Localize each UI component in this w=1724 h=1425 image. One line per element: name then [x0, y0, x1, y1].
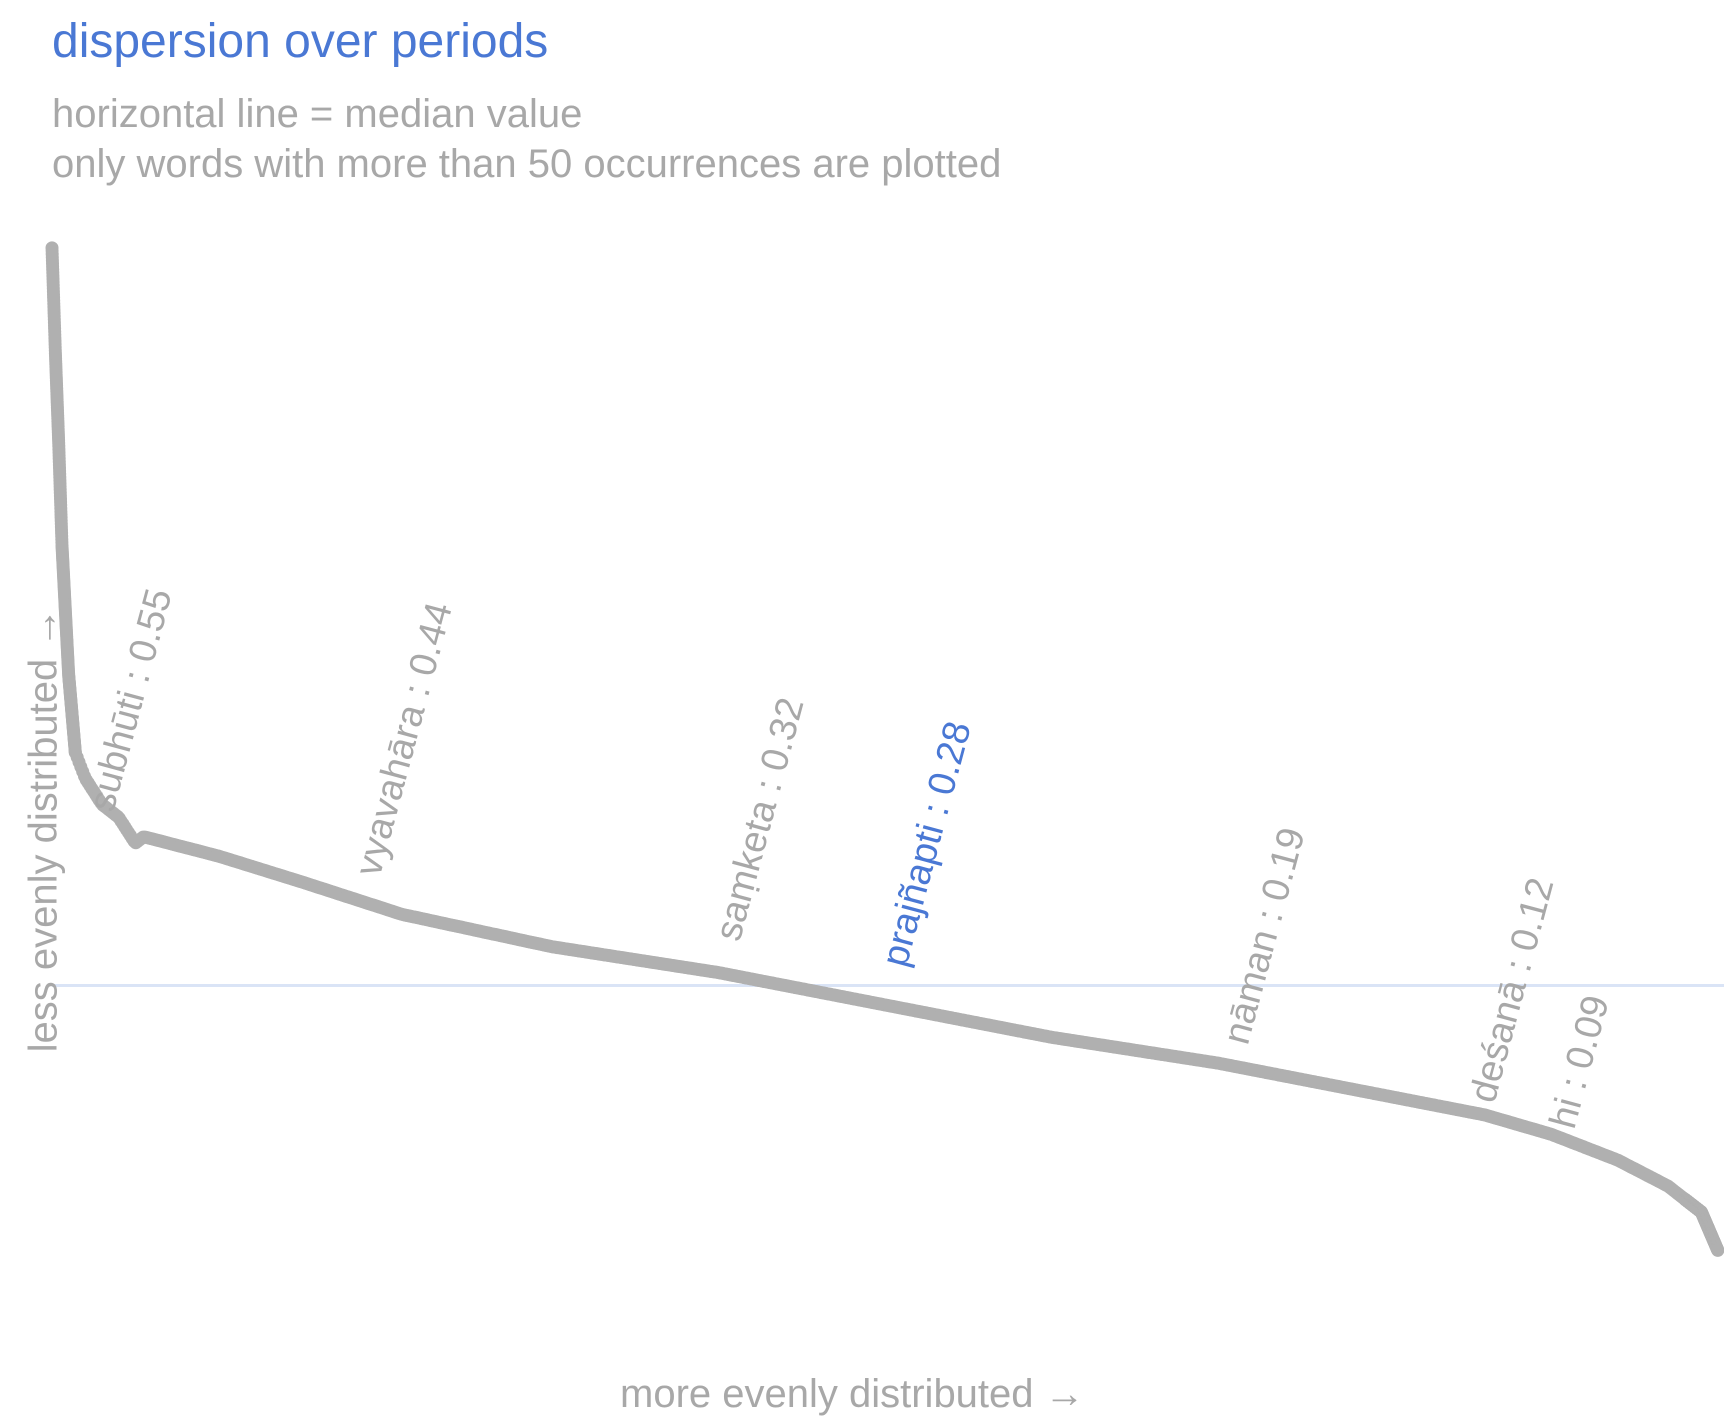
y-axis-label: less evenly distributed → — [21, 607, 66, 1053]
data-point — [1711, 1243, 1724, 1257]
annotation-label-5: deśanā : 0.12 — [1462, 873, 1562, 1106]
annotation-label-1: vyavahāra : 0.44 — [348, 598, 461, 880]
annotation-label-0: subhūti : 0.55 — [81, 584, 181, 815]
x-axis-label: more evenly distributed → — [620, 1372, 1085, 1416]
chart-subtitle-line-2: only words with more than 50 occurrences… — [52, 142, 1002, 186]
annotation-label-6: hi : 0.09 — [1542, 991, 1618, 1132]
data-points-layer — [45, 241, 1724, 1257]
annotation-label-4: nāman : 0.19 — [1216, 823, 1314, 1048]
chart-subtitle-line-1: horizontal line = median value — [52, 92, 583, 136]
chart-title: dispersion over periods — [52, 15, 549, 68]
annotation-labels-layer: subhūti : 0.55 vyavahāra : 0.44 saṃketa : … — [81, 584, 1618, 1132]
annotation-label-2: saṃketa : 0.32 — [708, 693, 813, 945]
annotation-label-3: prajñapti : 0.28 — [874, 717, 980, 971]
